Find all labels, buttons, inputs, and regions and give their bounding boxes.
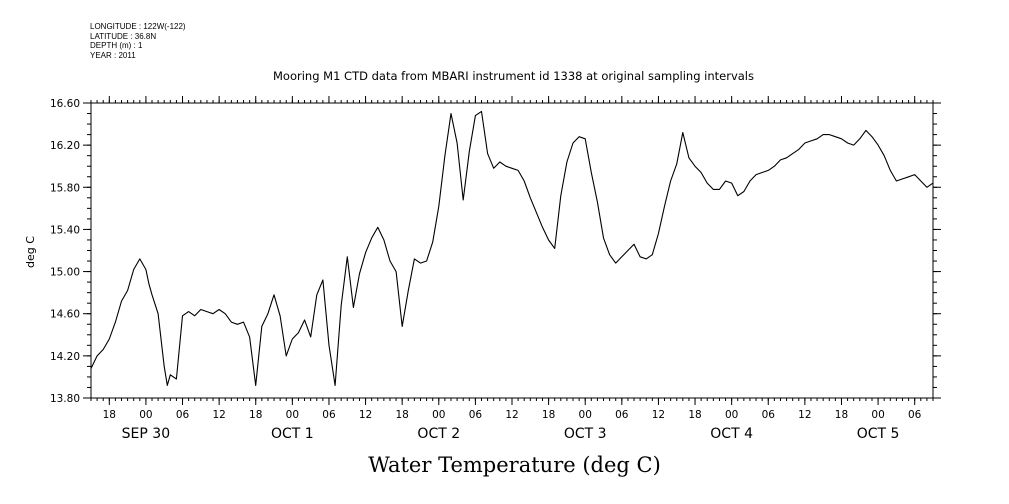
x-hour-tick-label: 00 [286, 409, 299, 421]
x-hour-tick-label: 12 [505, 409, 518, 421]
x-hour-tick-label: 00 [579, 409, 592, 421]
chart-title: Mooring M1 CTD data from MBARI instrumen… [273, 69, 754, 83]
x-hour-tick-label: 12 [212, 409, 225, 421]
x-hour-tick-label: 12 [359, 409, 372, 421]
y-tick-label: 13.80 [50, 393, 80, 405]
x-hour-tick-label: 18 [249, 409, 262, 421]
x-hour-tick-label: 00 [139, 409, 152, 421]
x-hour-tick-label: 06 [762, 409, 776, 421]
x-hour-tick-label: 00 [725, 409, 738, 421]
x-hour-tick-label: 18 [688, 409, 701, 421]
year-label: YEAR : 2011 [90, 50, 136, 60]
x-hour-tick-label: 00 [432, 409, 445, 421]
y-tick-label: 15.00 [50, 267, 80, 279]
x-hour-tick-label: 00 [871, 409, 884, 421]
y-tick-label: 14.20 [50, 351, 80, 363]
x-hour-tick-label: 18 [542, 409, 555, 421]
x-day-tick-label: OCT 3 [564, 426, 607, 442]
y-axis-label: deg C [24, 236, 37, 268]
ticks-layer [83, 96, 941, 405]
x-hour-tick-label: 18 [103, 409, 116, 421]
x-hour-tick-label: 06 [615, 409, 629, 421]
temperature-series-line [90, 110, 934, 386]
x-hour-tick-label: 06 [469, 409, 483, 421]
x-hour-tick-label: 06 [908, 409, 922, 421]
x-hour-tick-label: 06 [322, 409, 336, 421]
depth-label: DEPTH (m) : 1 [90, 41, 143, 50]
y-tick-label: 14.60 [50, 309, 80, 321]
plot-frame [90, 102, 934, 399]
x-day-tick-label: OCT 4 [710, 426, 753, 442]
tick-labels-layer: 13.80 14.20 14.60 15.00 15.40 15.80 16.20 16.60… [50, 98, 922, 442]
x-hour-tick-label: 18 [835, 409, 848, 421]
x-day-tick-label: OCT 2 [417, 426, 460, 442]
latitude-label: LATITUDE : 36.8N [90, 31, 157, 41]
x-hour-tick-label: 18 [395, 409, 408, 421]
longitude-label: LONGITUDE : 122W(-122) [90, 22, 186, 31]
x-axis-label: Water Temperature (deg C) [368, 453, 661, 477]
x-hour-tick-label: 12 [798, 409, 811, 421]
axes-layer [90, 102, 934, 399]
y-tick-label: 16.20 [50, 140, 80, 152]
x-hour-tick-label: 12 [652, 409, 665, 421]
x-hour-tick-label: 06 [176, 409, 190, 421]
x-day-tick-label: OCT 5 [857, 426, 900, 442]
metadata-block: LONGITUDE : 122W(-122) LATITUDE : 36.8N … [90, 22, 186, 60]
y-tick-label: 15.40 [50, 224, 80, 236]
y-tick-label: 15.80 [50, 182, 80, 194]
x-day-tick-label: SEP 30 [122, 426, 170, 442]
series-layer [90, 110, 934, 386]
x-day-tick-label: OCT 1 [271, 426, 314, 442]
y-tick-label: 16.60 [50, 98, 80, 110]
